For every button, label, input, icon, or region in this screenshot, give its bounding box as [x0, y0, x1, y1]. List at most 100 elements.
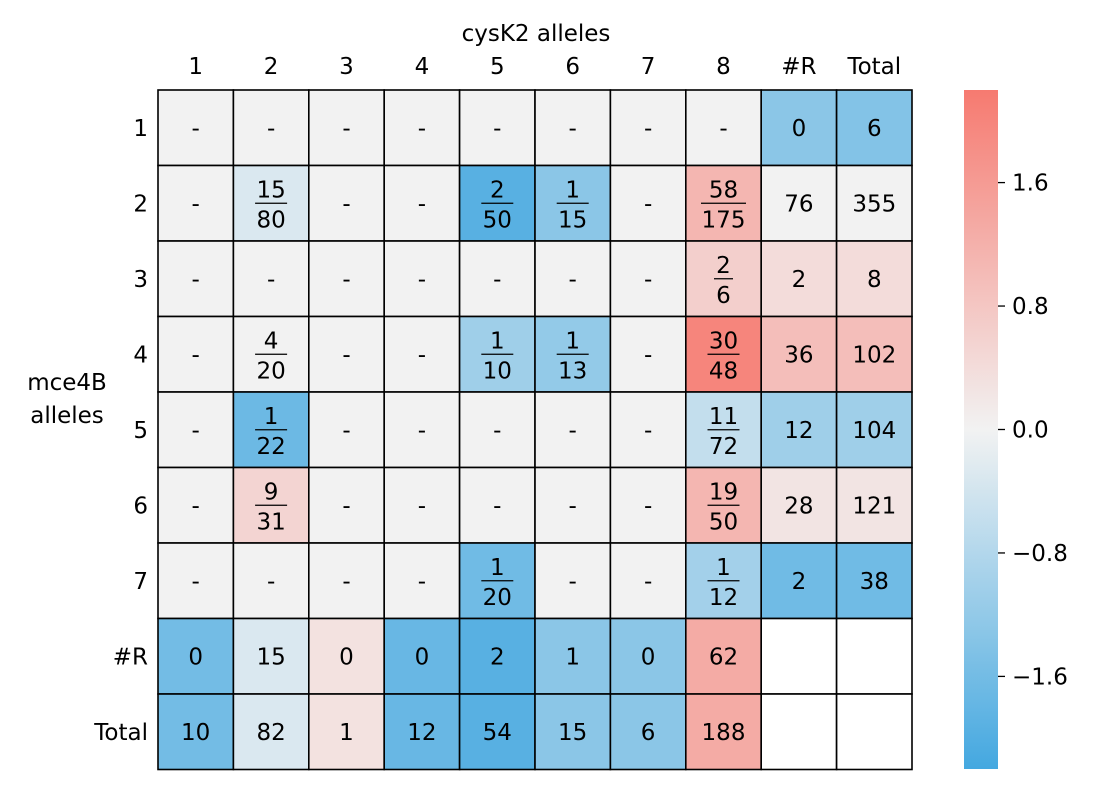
heatmap-cell — [835, 89, 913, 167]
cell-denominator: 10 — [483, 358, 512, 384]
colorbar-tick-label: −0.8 — [1012, 541, 1068, 567]
cell-numerator: 1 — [264, 404, 279, 430]
cell-value: - — [569, 418, 577, 444]
cell-value: - — [719, 116, 727, 142]
row-tick-label: #R — [113, 644, 148, 670]
cell-value: - — [192, 342, 200, 368]
cell-value: - — [267, 116, 275, 142]
heatmap-cell — [835, 240, 913, 318]
cell-value: 54 — [483, 720, 512, 746]
row-tick-label: 4 — [133, 342, 148, 368]
cell-value: 0 — [415, 644, 430, 670]
cell-denominator: 6 — [716, 283, 731, 309]
cell-value: 12 — [784, 418, 813, 444]
cell-value: - — [493, 267, 501, 293]
row-tick-label: 5 — [133, 418, 148, 444]
cell-value: 0 — [339, 644, 354, 670]
heatmap-cell — [307, 542, 385, 620]
cell-value: - — [418, 116, 426, 142]
cell-value: - — [267, 267, 275, 293]
cell-value: 6 — [641, 720, 656, 746]
cell-numerator: 2 — [716, 253, 731, 279]
heatmap-cell — [458, 240, 536, 318]
cell-value: - — [342, 418, 350, 444]
cell-numerator: 15 — [256, 177, 285, 203]
colorbar-tick-label: 0.8 — [1012, 294, 1049, 320]
cell-value: 15 — [558, 720, 587, 746]
cell-denominator: 20 — [256, 358, 285, 384]
cell-value: - — [569, 569, 577, 595]
cell-value: 355 — [852, 191, 896, 217]
heatmap-cell — [760, 391, 838, 469]
cell-denominator: 20 — [483, 585, 512, 611]
heatmap-cell — [157, 542, 235, 620]
cell-value: 28 — [784, 493, 813, 519]
cell-numerator: 1 — [716, 555, 731, 581]
heatmap-cell — [157, 466, 235, 544]
cell-value: - — [342, 116, 350, 142]
cell-value: 102 — [852, 342, 896, 368]
cell-value: - — [267, 569, 275, 595]
cell-value: - — [192, 191, 200, 217]
cell-value: - — [569, 267, 577, 293]
cell-numerator: 58 — [709, 177, 738, 203]
cell-denominator: 72 — [709, 434, 738, 460]
heatmap-cell — [534, 89, 612, 167]
cell-value: - — [418, 493, 426, 519]
cell-numerator: 1 — [490, 555, 505, 581]
cell-value: - — [644, 267, 652, 293]
cell-value: 15 — [256, 644, 285, 670]
cell-denominator: 12 — [709, 585, 738, 611]
cell-denominator: 22 — [256, 434, 285, 460]
cell-value: 38 — [860, 569, 889, 595]
cell-value: - — [644, 116, 652, 142]
cell-value: - — [418, 191, 426, 217]
cell-value: - — [418, 267, 426, 293]
heatmap-cell — [232, 89, 310, 167]
heatmap-cell — [835, 693, 913, 771]
cell-value: - — [644, 191, 652, 217]
column-tick-label: 4 — [415, 54, 430, 80]
heatmap-cell — [835, 391, 913, 469]
cell-numerator: 30 — [709, 328, 738, 354]
row-tick-label: 1 — [133, 116, 148, 142]
cell-denominator: 48 — [709, 358, 738, 384]
cell-denominator: 50 — [709, 509, 738, 535]
cell-value: - — [569, 116, 577, 142]
cell-value: - — [644, 569, 652, 595]
heatmap-cell — [609, 164, 687, 242]
heatmap-cell — [307, 89, 385, 167]
heatmap-cell — [307, 164, 385, 242]
cell-value: 8 — [867, 267, 882, 293]
cell-value: 2 — [792, 569, 807, 595]
heatmap-cell — [835, 617, 913, 695]
y-axis-label-line-2: alleles — [30, 403, 104, 429]
row-tick-label: Total — [93, 720, 148, 746]
column-tick-label: Total — [846, 54, 901, 80]
cell-value: - — [644, 342, 652, 368]
cell-numerator: 4 — [264, 328, 279, 354]
cell-denominator: 31 — [256, 509, 285, 535]
row-tick-label: 3 — [133, 267, 148, 293]
cell-value: 2 — [490, 644, 505, 670]
cell-value: 12 — [407, 720, 436, 746]
x-axis-label: cysK2 alleles — [462, 21, 611, 47]
heatmap-cell — [458, 466, 536, 544]
cell-denominator: 175 — [702, 207, 746, 233]
heatmap-cell — [684, 89, 762, 167]
heatmap-cell — [383, 391, 461, 469]
cell-value: - — [342, 191, 350, 217]
cell-value: - — [644, 418, 652, 444]
colorbar-tick-label: −1.6 — [1012, 664, 1068, 690]
column-tick-label: 8 — [716, 54, 731, 80]
cell-value: 104 — [852, 418, 896, 444]
heatmap-cell — [760, 617, 838, 695]
heatmap-cell — [760, 240, 838, 318]
cell-value: - — [418, 418, 426, 444]
cell-value: - — [418, 569, 426, 595]
cell-value: - — [192, 493, 200, 519]
heatmap-cell — [458, 693, 536, 771]
cell-value: - — [192, 418, 200, 444]
column-tick-label: 6 — [565, 54, 580, 80]
